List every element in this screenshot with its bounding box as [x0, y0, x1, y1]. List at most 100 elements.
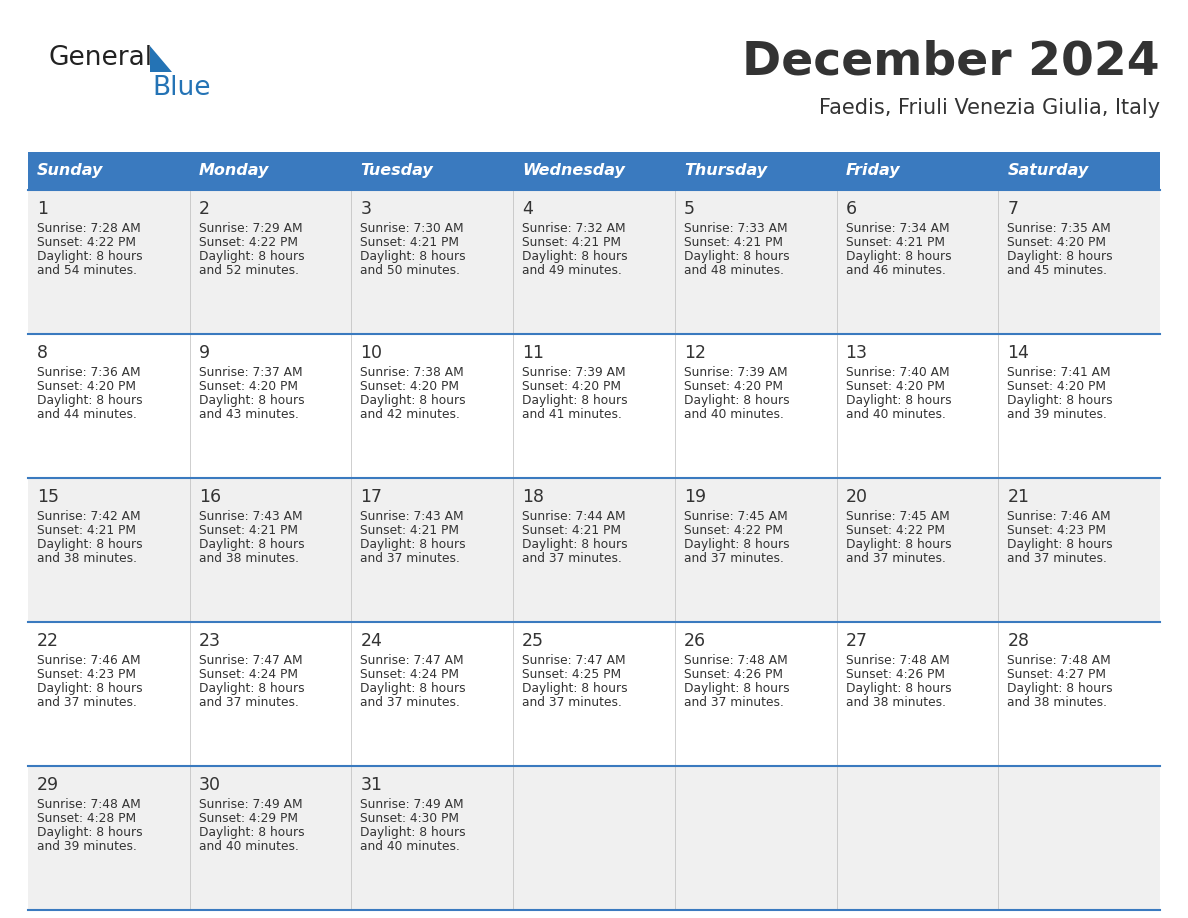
Text: Sunset: 4:22 PM: Sunset: 4:22 PM — [37, 236, 135, 249]
Text: Daylight: 8 hours: Daylight: 8 hours — [1007, 538, 1113, 551]
Text: Friday: Friday — [846, 163, 901, 178]
Text: Sunset: 4:20 PM: Sunset: 4:20 PM — [846, 380, 944, 393]
Text: Sunrise: 7:37 AM: Sunrise: 7:37 AM — [198, 366, 302, 379]
Text: Sunrise: 7:48 AM: Sunrise: 7:48 AM — [684, 654, 788, 667]
Text: and 39 minutes.: and 39 minutes. — [37, 840, 137, 853]
Text: Sunrise: 7:43 AM: Sunrise: 7:43 AM — [198, 510, 302, 523]
Text: Sunset: 4:23 PM: Sunset: 4:23 PM — [37, 668, 135, 681]
Text: and 37 minutes.: and 37 minutes. — [684, 552, 784, 565]
Text: and 38 minutes.: and 38 minutes. — [37, 552, 137, 565]
Text: Daylight: 8 hours: Daylight: 8 hours — [684, 538, 790, 551]
Bar — [836, 152, 998, 190]
Text: and 54 minutes.: and 54 minutes. — [37, 264, 137, 277]
Text: Sunset: 4:26 PM: Sunset: 4:26 PM — [684, 668, 783, 681]
Text: and 46 minutes.: and 46 minutes. — [846, 264, 946, 277]
Text: 26: 26 — [684, 632, 706, 650]
Text: Sunset: 4:24 PM: Sunset: 4:24 PM — [198, 668, 298, 681]
Text: Daylight: 8 hours: Daylight: 8 hours — [846, 682, 952, 695]
Text: 19: 19 — [684, 488, 706, 506]
Text: and 38 minutes.: and 38 minutes. — [846, 696, 946, 709]
Text: and 43 minutes.: and 43 minutes. — [198, 408, 298, 421]
Text: and 40 minutes.: and 40 minutes. — [846, 408, 946, 421]
Text: Daylight: 8 hours: Daylight: 8 hours — [360, 682, 466, 695]
Text: Sunrise: 7:42 AM: Sunrise: 7:42 AM — [37, 510, 140, 523]
Text: Daylight: 8 hours: Daylight: 8 hours — [846, 538, 952, 551]
Text: Sunset: 4:20 PM: Sunset: 4:20 PM — [37, 380, 135, 393]
Bar — [29, 622, 1159, 766]
Text: Sunrise: 7:48 AM: Sunrise: 7:48 AM — [37, 798, 140, 811]
Text: Sunset: 4:26 PM: Sunset: 4:26 PM — [846, 668, 944, 681]
Text: and 38 minutes.: and 38 minutes. — [1007, 696, 1107, 709]
Bar — [675, 152, 836, 190]
Text: 4: 4 — [523, 200, 533, 218]
Text: and 37 minutes.: and 37 minutes. — [360, 696, 460, 709]
Text: Daylight: 8 hours: Daylight: 8 hours — [1007, 394, 1113, 407]
Text: and 42 minutes.: and 42 minutes. — [360, 408, 460, 421]
Text: Daylight: 8 hours: Daylight: 8 hours — [360, 538, 466, 551]
Text: and 38 minutes.: and 38 minutes. — [198, 552, 298, 565]
Text: Sunset: 4:23 PM: Sunset: 4:23 PM — [1007, 524, 1106, 537]
Bar — [998, 152, 1159, 190]
Text: 7: 7 — [1007, 200, 1018, 218]
Text: Sunset: 4:22 PM: Sunset: 4:22 PM — [684, 524, 783, 537]
Text: Sunrise: 7:43 AM: Sunrise: 7:43 AM — [360, 510, 465, 523]
Text: 12: 12 — [684, 344, 706, 362]
Text: Sunrise: 7:30 AM: Sunrise: 7:30 AM — [360, 222, 465, 235]
Text: Daylight: 8 hours: Daylight: 8 hours — [37, 682, 143, 695]
Text: and 40 minutes.: and 40 minutes. — [198, 840, 298, 853]
Text: 2: 2 — [198, 200, 210, 218]
Bar — [190, 152, 352, 190]
Text: Sunset: 4:21 PM: Sunset: 4:21 PM — [198, 524, 298, 537]
Text: Sunset: 4:29 PM: Sunset: 4:29 PM — [198, 812, 298, 825]
Text: 28: 28 — [1007, 632, 1029, 650]
Text: Sunset: 4:20 PM: Sunset: 4:20 PM — [198, 380, 298, 393]
Text: 9: 9 — [198, 344, 210, 362]
Text: 15: 15 — [37, 488, 59, 506]
Text: Sunrise: 7:39 AM: Sunrise: 7:39 AM — [684, 366, 788, 379]
Text: and 37 minutes.: and 37 minutes. — [523, 552, 623, 565]
Text: Daylight: 8 hours: Daylight: 8 hours — [684, 250, 790, 263]
Text: and 37 minutes.: and 37 minutes. — [360, 552, 460, 565]
Text: Daylight: 8 hours: Daylight: 8 hours — [360, 394, 466, 407]
Text: 10: 10 — [360, 344, 383, 362]
Text: and 41 minutes.: and 41 minutes. — [523, 408, 623, 421]
Text: 13: 13 — [846, 344, 867, 362]
Text: Sunrise: 7:35 AM: Sunrise: 7:35 AM — [1007, 222, 1111, 235]
Text: Daylight: 8 hours: Daylight: 8 hours — [198, 826, 304, 839]
Text: Sunset: 4:22 PM: Sunset: 4:22 PM — [198, 236, 298, 249]
Text: and 48 minutes.: and 48 minutes. — [684, 264, 784, 277]
Text: and 39 minutes.: and 39 minutes. — [1007, 408, 1107, 421]
Text: Sunset: 4:30 PM: Sunset: 4:30 PM — [360, 812, 460, 825]
Text: Daylight: 8 hours: Daylight: 8 hours — [846, 250, 952, 263]
Text: 1: 1 — [37, 200, 48, 218]
Text: 18: 18 — [523, 488, 544, 506]
Text: and 49 minutes.: and 49 minutes. — [523, 264, 623, 277]
Text: Blue: Blue — [152, 75, 210, 101]
Text: Daylight: 8 hours: Daylight: 8 hours — [360, 826, 466, 839]
Text: Sunset: 4:27 PM: Sunset: 4:27 PM — [1007, 668, 1106, 681]
Text: Daylight: 8 hours: Daylight: 8 hours — [1007, 250, 1113, 263]
Text: Daylight: 8 hours: Daylight: 8 hours — [684, 394, 790, 407]
Text: 30: 30 — [198, 776, 221, 794]
Text: 3: 3 — [360, 200, 372, 218]
Bar — [29, 334, 1159, 478]
Text: 11: 11 — [523, 344, 544, 362]
Text: General: General — [48, 45, 152, 71]
Text: 24: 24 — [360, 632, 383, 650]
Text: Sunset: 4:20 PM: Sunset: 4:20 PM — [684, 380, 783, 393]
Text: Wednesday: Wednesday — [523, 163, 625, 178]
Text: Sunset: 4:21 PM: Sunset: 4:21 PM — [37, 524, 135, 537]
Text: Sunset: 4:20 PM: Sunset: 4:20 PM — [1007, 236, 1106, 249]
Text: 16: 16 — [198, 488, 221, 506]
Text: Sunday: Sunday — [37, 163, 103, 178]
Text: Sunrise: 7:41 AM: Sunrise: 7:41 AM — [1007, 366, 1111, 379]
Text: Monday: Monday — [198, 163, 270, 178]
Text: Daylight: 8 hours: Daylight: 8 hours — [523, 250, 627, 263]
Text: Sunrise: 7:46 AM: Sunrise: 7:46 AM — [37, 654, 140, 667]
Text: Daylight: 8 hours: Daylight: 8 hours — [198, 538, 304, 551]
Text: Daylight: 8 hours: Daylight: 8 hours — [684, 682, 790, 695]
Text: and 37 minutes.: and 37 minutes. — [523, 696, 623, 709]
Text: Faedis, Friuli Venezia Giulia, Italy: Faedis, Friuli Venezia Giulia, Italy — [819, 98, 1159, 118]
Text: Daylight: 8 hours: Daylight: 8 hours — [198, 394, 304, 407]
Text: Daylight: 8 hours: Daylight: 8 hours — [523, 682, 627, 695]
